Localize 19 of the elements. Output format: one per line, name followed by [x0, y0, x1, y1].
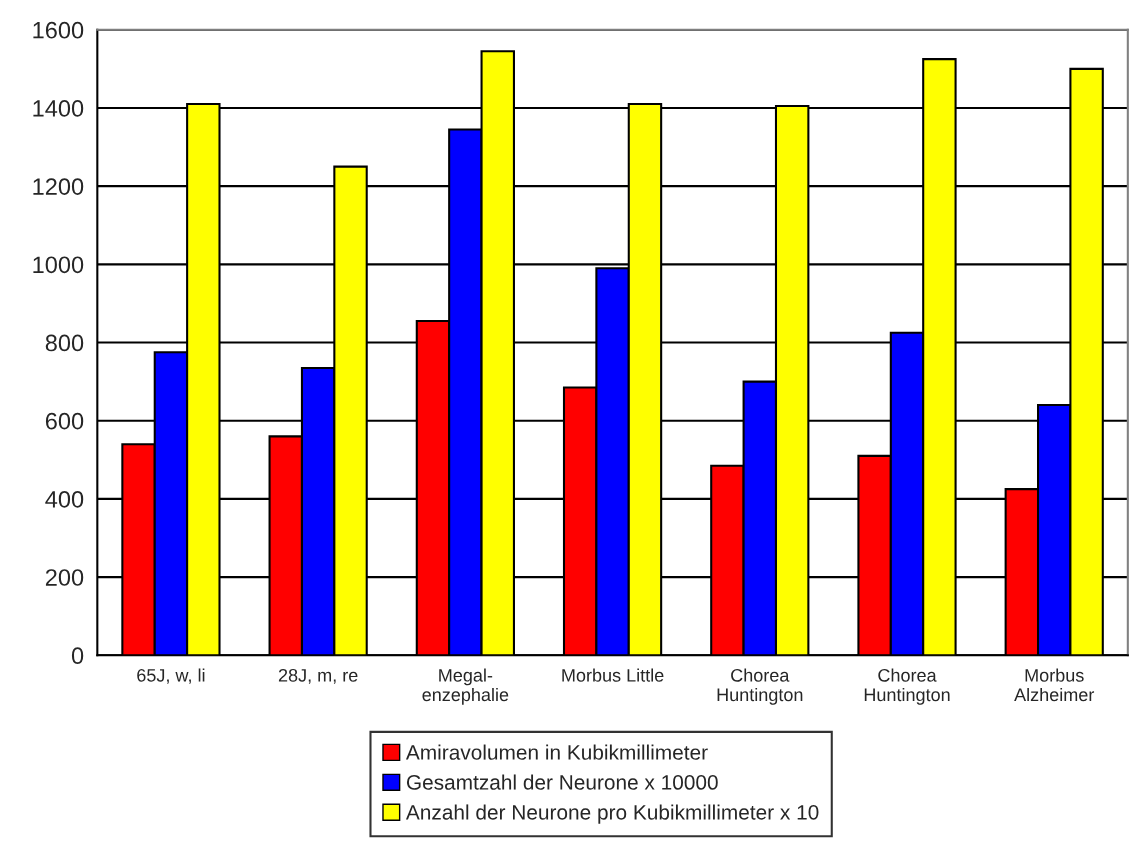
x-tick-label: Morbus Little — [562, 668, 664, 682]
x-tick-label: Chorea Huntington — [864, 668, 950, 705]
legend-label: Amiravolumen in Kubikmillimeter — [405, 744, 708, 760]
x-tick-label: Megal- enzephalie — [422, 668, 509, 705]
y-tick-label: 0 — [71, 647, 84, 665]
y-tick-label: 1000 — [33, 256, 84, 274]
y-tick-label: 1600 — [33, 21, 84, 39]
legend-label: Gesamtzahl der Neurone x 10000 — [406, 774, 718, 790]
y-tick-label: 400 — [45, 490, 84, 508]
y-tick-label: 600 — [45, 412, 84, 430]
x-tick-label: 28J, m, re — [278, 668, 358, 684]
x-tick-label: Morbus Alzheimer — [1014, 668, 1095, 702]
legend-label: Anzahl der Neurone pro Kubikmillimeter x 10 — [405, 804, 819, 824]
x-tick-label: Chorea Huntington — [717, 668, 803, 705]
y-tick-label: 800 — [45, 334, 84, 352]
y-tick-label: 1200 — [33, 178, 84, 195]
y-tick-label: 200 — [45, 569, 84, 586]
x-tick-label: 65J, w, li — [137, 668, 205, 684]
y-tick-label: 1400 — [33, 100, 84, 117]
